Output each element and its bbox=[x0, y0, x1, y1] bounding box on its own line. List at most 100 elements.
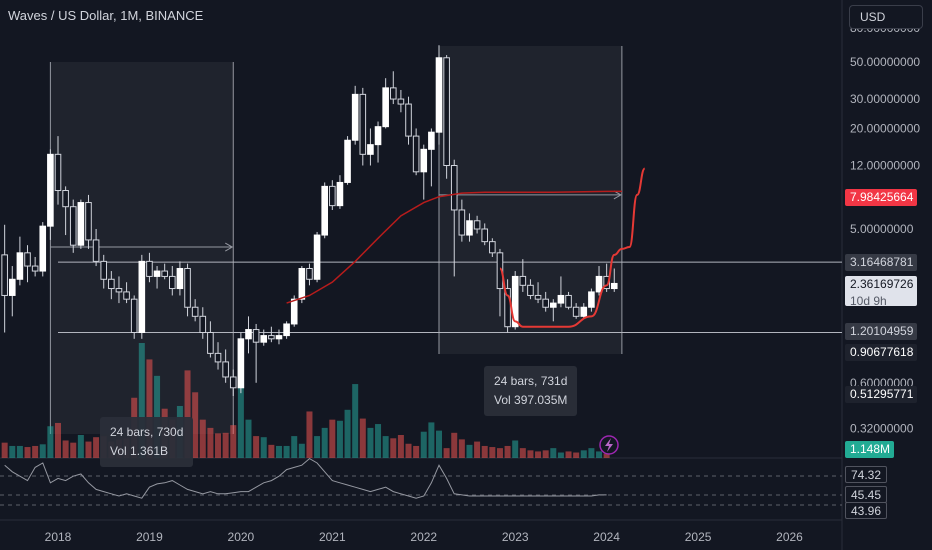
candle-body bbox=[374, 126, 382, 146]
candle-body bbox=[8, 278, 16, 296]
moving-average-line bbox=[286, 190, 622, 304]
candle-body bbox=[367, 144, 374, 155]
volume-bar bbox=[390, 438, 397, 458]
price-tick-label: 50.00000000 bbox=[850, 55, 920, 69]
candle-body bbox=[62, 190, 69, 208]
oscillator-pane bbox=[0, 457, 842, 506]
candle-body bbox=[473, 220, 481, 230]
candle-body bbox=[351, 93, 359, 141]
volume-bar bbox=[344, 409, 351, 458]
volume-bar bbox=[237, 348, 244, 458]
volume-bar bbox=[367, 427, 374, 458]
volume-bar bbox=[222, 432, 229, 458]
candle-body bbox=[85, 202, 92, 241]
candle-body bbox=[69, 206, 77, 246]
range-tooltip-label: 24 bars, 730d bbox=[110, 425, 184, 439]
time-tick-label: 2026 bbox=[776, 530, 803, 544]
volume-bar bbox=[375, 424, 382, 458]
candle-body bbox=[191, 306, 199, 317]
volume-bar bbox=[535, 451, 542, 458]
candle-body bbox=[237, 338, 245, 389]
price-axis[interactable]: 80.0000000050.0000000030.0000000020.0000… bbox=[850, 21, 920, 435]
candle-body bbox=[588, 291, 595, 308]
price-tick-label: 0.32000000 bbox=[850, 421, 914, 435]
candle-body bbox=[313, 234, 321, 280]
time-tick-label: 2020 bbox=[228, 530, 255, 544]
candle-body bbox=[329, 185, 336, 207]
candle-body bbox=[572, 306, 580, 317]
volume-bar bbox=[580, 450, 587, 458]
candle-body bbox=[610, 282, 618, 290]
osc-badge-1: 74.32 bbox=[845, 466, 887, 483]
volume-bar bbox=[466, 444, 473, 458]
candle-body bbox=[428, 131, 435, 150]
candle-body bbox=[397, 98, 405, 105]
volume-bar bbox=[314, 436, 321, 458]
volume-bar bbox=[70, 442, 77, 458]
candle-body bbox=[275, 335, 283, 340]
candle-body bbox=[321, 185, 328, 236]
candle-body bbox=[54, 153, 62, 192]
range-tooltip-1: 24 bars, 730d Vol 1.361B bbox=[100, 417, 194, 467]
lightning-icon[interactable] bbox=[599, 435, 619, 455]
horizontal-levels bbox=[58, 261, 842, 333]
volume-bar bbox=[504, 445, 511, 458]
candle-body bbox=[550, 302, 557, 308]
price-tick-label: 20.00000000 bbox=[850, 121, 920, 135]
candle-body bbox=[306, 268, 313, 280]
candle-body bbox=[138, 260, 146, 334]
candle-body bbox=[115, 288, 123, 293]
range-tooltip-2: 24 bars, 731d Vol 397.035M bbox=[484, 366, 578, 416]
time-tick-label: 2019 bbox=[136, 530, 163, 544]
candle-body bbox=[31, 265, 39, 272]
price-badge-range-low: 0.90677618 bbox=[845, 344, 917, 361]
drawn-curve bbox=[498, 167, 646, 328]
candle-body bbox=[123, 291, 130, 300]
volume-bar bbox=[489, 447, 496, 458]
volume-bar bbox=[24, 447, 31, 458]
price-badge-sma: 7.98425664 bbox=[845, 189, 917, 206]
sma-line bbox=[286, 190, 622, 304]
volume-bar bbox=[329, 419, 336, 458]
volume-bar bbox=[352, 384, 359, 458]
price-tick-label: 30.00000000 bbox=[850, 92, 920, 106]
volume-bar bbox=[62, 440, 69, 458]
volume-bar bbox=[32, 445, 39, 458]
volume-bar bbox=[436, 430, 442, 458]
chart-title: Waves / US Dollar, 1M, BINANCE bbox=[8, 8, 204, 23]
price-badge-last: 2.36169726 10d 9h bbox=[845, 276, 917, 308]
time-tick-label: 2025 bbox=[685, 530, 712, 544]
volume-bar bbox=[550, 448, 557, 458]
time-tick-label: 2021 bbox=[319, 530, 346, 544]
candle-body bbox=[100, 260, 108, 280]
candle-body bbox=[489, 241, 496, 254]
volume-bar bbox=[420, 431, 427, 458]
candle-body bbox=[207, 332, 214, 354]
range-tooltip-volume: Vol 397.035M bbox=[494, 393, 568, 407]
volume-bar bbox=[199, 419, 206, 458]
volume-bar bbox=[451, 432, 458, 458]
candle-body bbox=[519, 275, 527, 286]
time-axis[interactable]: 2018 2019 2020 2021 2022 2023 2024 2025 2026 bbox=[45, 530, 804, 544]
volume-bar bbox=[77, 435, 84, 458]
volume-bar bbox=[382, 436, 389, 458]
candle-body bbox=[466, 220, 473, 236]
candle-body bbox=[199, 315, 207, 334]
candle-body bbox=[16, 252, 24, 280]
volume-bar bbox=[359, 418, 366, 458]
candle-body bbox=[184, 268, 191, 308]
currency-button[interactable]: USD bbox=[849, 5, 923, 29]
volume-bar bbox=[321, 427, 328, 458]
candle-body bbox=[92, 239, 100, 262]
volume-bar bbox=[458, 439, 465, 458]
volume-bar bbox=[481, 445, 488, 458]
volume-bar bbox=[596, 451, 603, 458]
candle-body bbox=[580, 306, 588, 317]
volume-bar bbox=[527, 450, 534, 458]
volume-bar bbox=[192, 392, 199, 458]
candle-body bbox=[245, 329, 252, 340]
volume-bar bbox=[557, 452, 564, 458]
candle-body bbox=[389, 87, 397, 100]
candle-body bbox=[130, 298, 138, 334]
